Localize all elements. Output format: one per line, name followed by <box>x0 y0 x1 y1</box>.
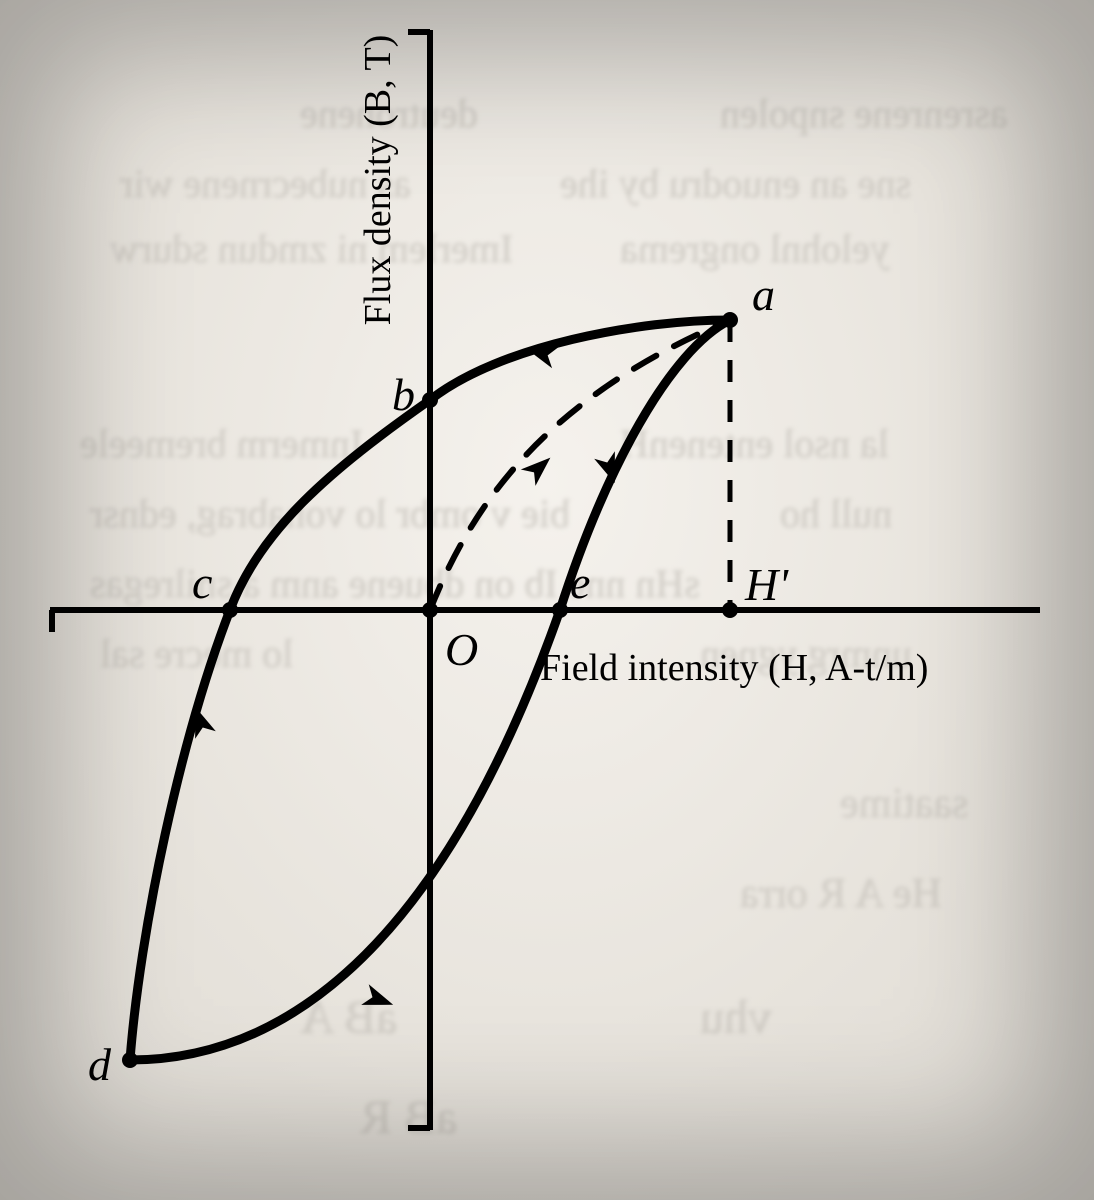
origin-label: O <box>445 624 478 675</box>
point-label-d: d <box>88 1039 112 1090</box>
point-marker-b <box>422 392 438 408</box>
h-prime-label: H' <box>744 559 789 610</box>
point-marker-a <box>722 312 738 328</box>
point-label-a: a <box>752 269 775 320</box>
point-label-e: e <box>570 557 590 608</box>
point-label-b: b <box>392 369 415 420</box>
point-marker-O <box>422 602 438 618</box>
point-marker-Hprime <box>722 602 738 618</box>
point-marker-d <box>122 1052 138 1068</box>
x-axis-label: Field intensity (H, A-t/m) <box>540 647 928 689</box>
point-marker-e <box>552 602 568 618</box>
page-background: deutroneneasrenrene snpolenas nubecrnene… <box>0 0 1094 1200</box>
direction-arrow <box>361 984 397 1015</box>
y-axis-label: Flux density (B, T) <box>357 35 399 326</box>
point-label-c: c <box>192 557 212 608</box>
point-marker-c <box>222 602 238 618</box>
hysteresis-diagram: a b c d e Flux density (B, T) Field intensit… <box>0 0 1094 1200</box>
